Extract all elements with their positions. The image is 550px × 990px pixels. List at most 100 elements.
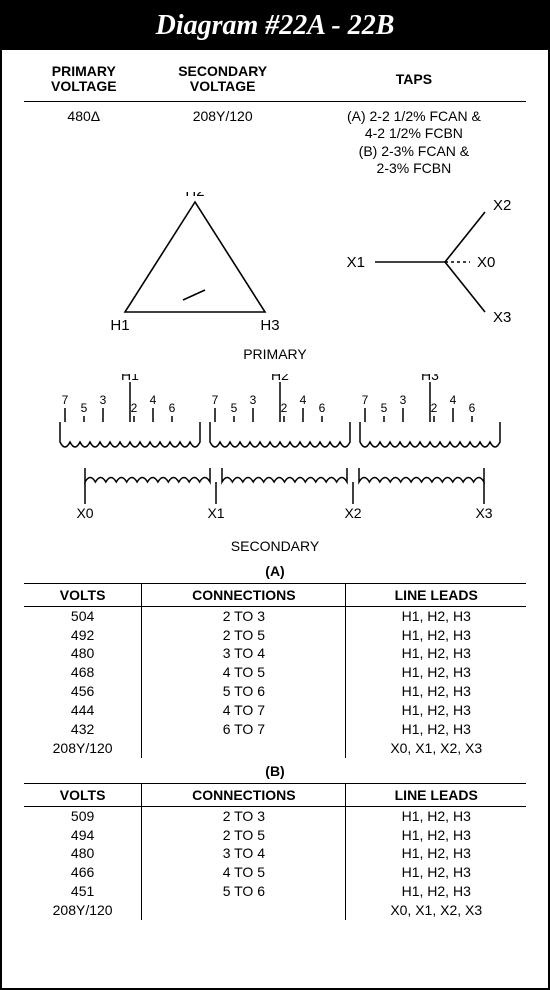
taps-cell: (A) 2-2 1/2% FCAN & 4-2 1/2% FCBN (B) 2-…: [302, 101, 527, 180]
volts-cell: 468: [24, 663, 142, 682]
svg-text:2: 2: [281, 401, 288, 415]
conn-cell: 2 TO 5: [142, 826, 346, 845]
wye-x3: X3: [493, 309, 511, 326]
conn-cell: [142, 901, 346, 920]
coil-diagram: H1753246H2753246H3753246X0X1X2X3: [24, 374, 526, 534]
hdr-taps: TAPS: [302, 60, 527, 101]
tb-h3: LINE LEADS: [346, 783, 526, 806]
conn-cell: 3 TO 4: [142, 644, 346, 663]
table-row: 4803 TO 4H1, H2, H3: [24, 844, 526, 863]
volts-cell: 208Y/120: [24, 901, 142, 920]
leads-cell: X0, X1, X2, X3: [346, 901, 526, 920]
wye-x0: X0: [477, 254, 495, 271]
svg-text:2: 2: [431, 401, 438, 415]
svg-text:7: 7: [62, 393, 69, 407]
delta-h1: H1: [110, 317, 129, 334]
table-row: 4942 TO 5H1, H2, H3: [24, 826, 526, 845]
volts-cell: 504: [24, 606, 142, 625]
hdr-primary: PRIMARY VOLTAGE: [24, 60, 144, 101]
conn-cell: [142, 739, 346, 758]
svg-text:5: 5: [81, 401, 88, 415]
group-b: (B): [24, 760, 526, 783]
delta-wye-diagram: H2 H1 H3 X1 X2 X0 X3: [24, 192, 526, 342]
table-a: (A) VOLTS CONNECTIONS LINE LEADS 5042 TO…: [24, 560, 526, 758]
secondary-label: SECONDARY: [2, 538, 548, 554]
svg-text:3: 3: [400, 393, 407, 407]
conn-cell: 2 TO 5: [142, 626, 346, 645]
volts-cell: 494: [24, 826, 142, 845]
wye-x2: X2: [493, 197, 511, 214]
svg-text:7: 7: [212, 393, 219, 407]
ta-h3: LINE LEADS: [346, 583, 526, 606]
volts-cell: 492: [24, 626, 142, 645]
tb-h1: VOLTS: [24, 783, 142, 806]
hdr-secondary: SECONDARY VOLTAGE: [144, 60, 302, 101]
conn-cell: 3 TO 4: [142, 844, 346, 863]
svg-text:X3: X3: [475, 505, 492, 521]
svg-text:X2: X2: [344, 505, 361, 521]
ta-h2: CONNECTIONS: [142, 583, 346, 606]
conn-cell: 5 TO 6: [142, 882, 346, 901]
svg-text:X1: X1: [207, 505, 224, 521]
delta-h3: H3: [260, 317, 279, 334]
svg-text:7: 7: [362, 393, 369, 407]
leads-cell: H1, H2, H3: [346, 844, 526, 863]
conn-cell: 4 TO 5: [142, 663, 346, 682]
delta-h2: H2: [185, 192, 204, 200]
conn-cell: 4 TO 5: [142, 863, 346, 882]
leads-cell: H1, H2, H3: [346, 826, 526, 845]
svg-text:X0: X0: [76, 505, 93, 521]
page: Diagram #22A - 22B PRIMARY VOLTAGE SECON…: [0, 0, 550, 990]
svg-text:4: 4: [300, 393, 307, 407]
svg-text:2: 2: [131, 401, 138, 415]
volts-cell: 509: [24, 806, 142, 825]
leads-cell: H1, H2, H3: [346, 682, 526, 701]
leads-cell: H1, H2, H3: [346, 644, 526, 663]
hdr-primary-text: PRIMARY VOLTAGE: [51, 63, 117, 94]
volts-cell: 451: [24, 882, 142, 901]
table-row: 4565 TO 6H1, H2, H3: [24, 682, 526, 701]
delta-wye-svg: H2 H1 H3 X1 X2 X0 X3: [35, 192, 515, 342]
volts-cell: 466: [24, 863, 142, 882]
table-row: 4684 TO 5H1, H2, H3: [24, 663, 526, 682]
taps-b: (B) 2-3% FCAN & 2-3% FCBN: [304, 143, 525, 178]
svg-text:4: 4: [150, 393, 157, 407]
table-row: 4444 TO 7H1, H2, H3: [24, 701, 526, 720]
secondary-voltage: 208Y/120: [144, 101, 302, 180]
conn-cell: 6 TO 7: [142, 720, 346, 739]
leads-cell: H1, H2, H3: [346, 882, 526, 901]
header-table: PRIMARY VOLTAGE SECONDARY VOLTAGE TAPS 4…: [24, 60, 526, 180]
table-row: 208Y/120 X0, X1, X2, X3: [24, 739, 526, 758]
svg-text:3: 3: [250, 393, 257, 407]
table-row: 4326 TO 7H1, H2, H3: [24, 720, 526, 739]
primary-voltage: 480Δ: [24, 101, 144, 180]
table-row: 5092 TO 3H1, H2, H3: [24, 806, 526, 825]
leads-cell: X0, X1, X2, X3: [346, 739, 526, 758]
leads-cell: H1, H2, H3: [346, 626, 526, 645]
svg-text:5: 5: [231, 401, 238, 415]
title-bar: Diagram #22A - 22B: [2, 2, 548, 50]
svg-text:H3: H3: [421, 374, 439, 383]
svg-text:6: 6: [319, 401, 326, 415]
hdr-secondary-text: SECONDARY VOLTAGE: [178, 63, 267, 94]
conn-cell: 2 TO 3: [142, 606, 346, 625]
table-row: 208Y/120 X0, X1, X2, X3: [24, 901, 526, 920]
taps-a: (A) 2-2 1/2% FCAN & 4-2 1/2% FCBN: [304, 108, 525, 143]
volts-cell: 480: [24, 844, 142, 863]
conn-cell: 5 TO 6: [142, 682, 346, 701]
leads-cell: H1, H2, H3: [346, 606, 526, 625]
conn-cell: 2 TO 3: [142, 806, 346, 825]
coil-svg: H1753246H2753246H3753246X0X1X2X3: [30, 374, 520, 534]
volts-cell: 480: [24, 644, 142, 663]
volts-cell: 432: [24, 720, 142, 739]
wye-x1: X1: [347, 254, 365, 271]
table-b: (B) VOLTS CONNECTIONS LINE LEADS 5092 TO…: [24, 760, 526, 920]
volts-cell: 208Y/120: [24, 739, 142, 758]
svg-text:4: 4: [450, 393, 457, 407]
tb-h2: CONNECTIONS: [142, 783, 346, 806]
leads-cell: H1, H2, H3: [346, 663, 526, 682]
leads-cell: H1, H2, H3: [346, 720, 526, 739]
table-row: 5042 TO 3H1, H2, H3: [24, 606, 526, 625]
table-row: 4922 TO 5H1, H2, H3: [24, 626, 526, 645]
svg-text:3: 3: [100, 393, 107, 407]
